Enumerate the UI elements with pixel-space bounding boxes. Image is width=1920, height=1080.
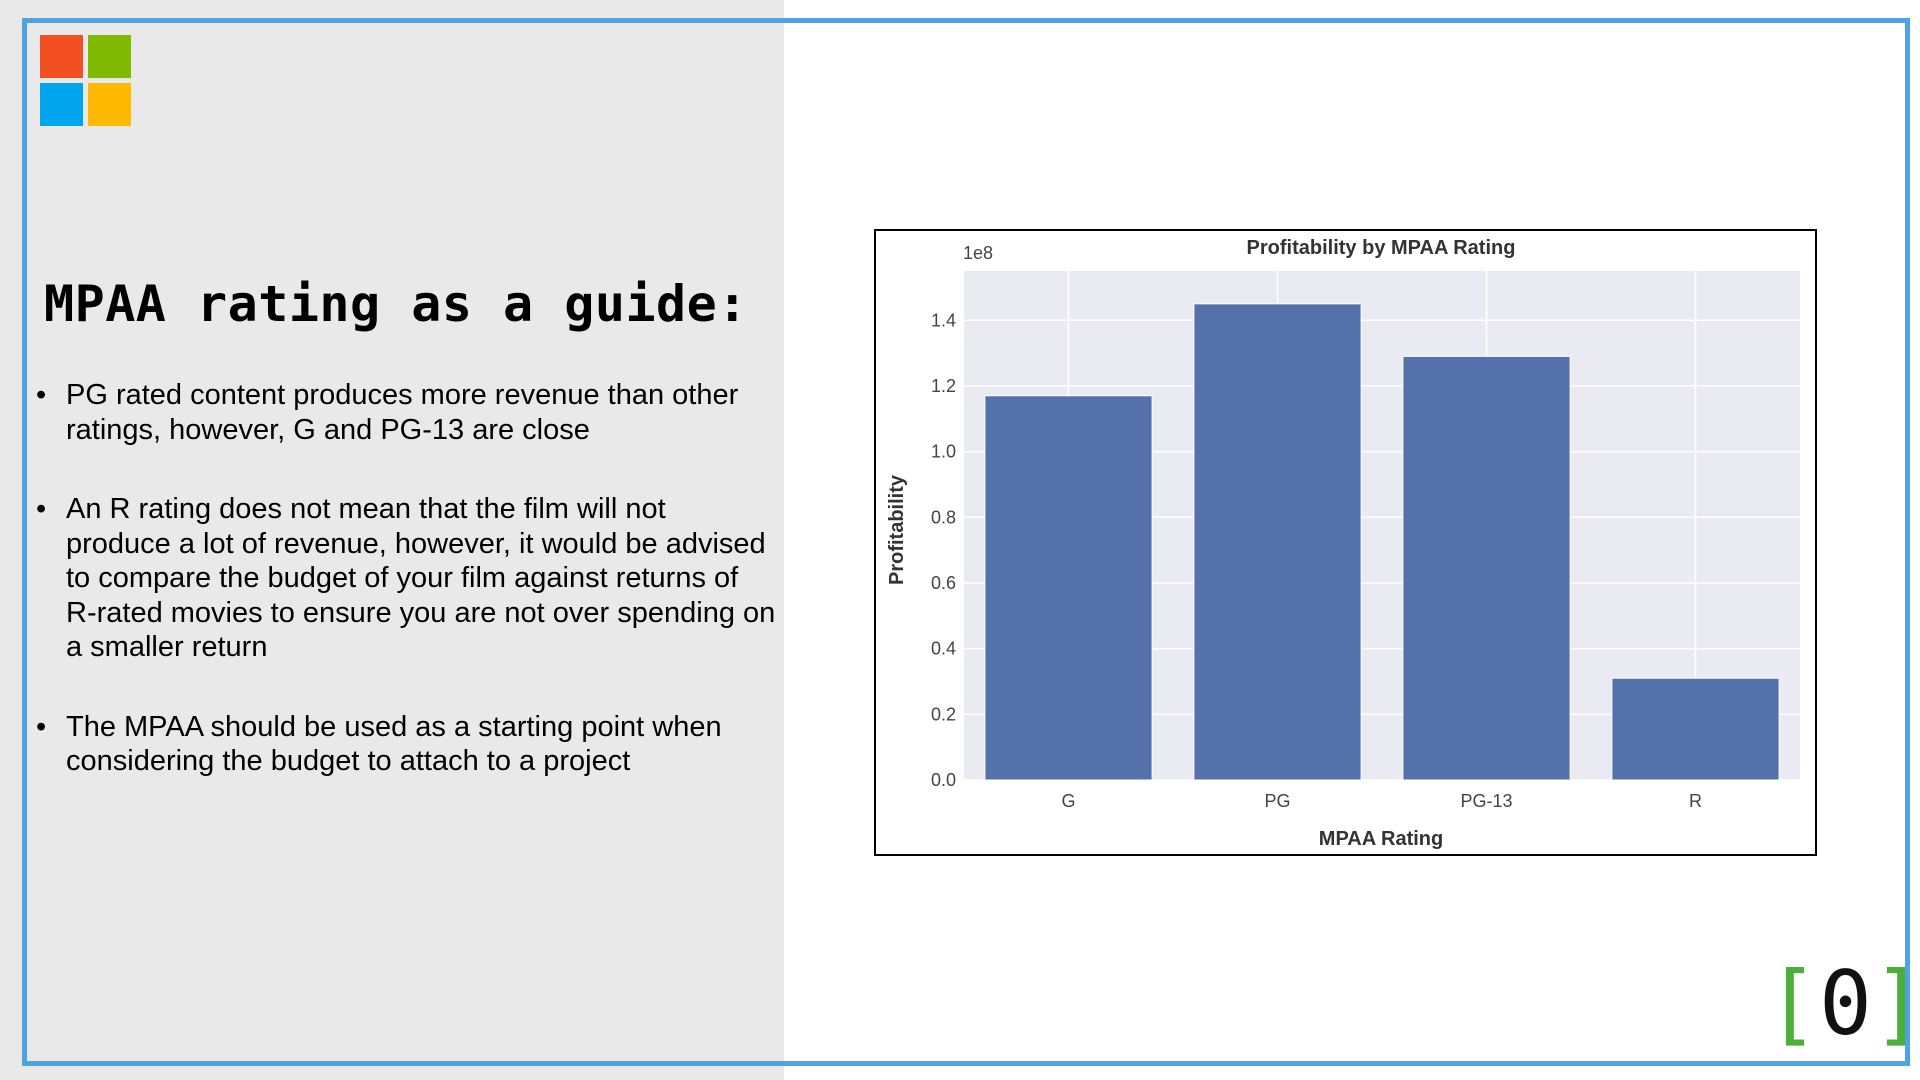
profitability-chart: 0.0 0.2 0.4 0.6 0.8 1.0 1.2 1.4 G PG PG-13 R Profi… xyxy=(886,237,1800,850)
y-tick-label: 0.6 xyxy=(931,573,956,593)
x-tick-label: R xyxy=(1689,791,1702,811)
y-tick-labels: 0.0 0.2 0.4 0.6 0.8 1.0 1.2 1.4 xyxy=(931,310,956,790)
y-tick-label: 1.2 xyxy=(931,376,956,396)
microsoft-logo-icon xyxy=(40,35,132,127)
bullet-item: PG rated content produces more revenue t… xyxy=(36,378,776,447)
logo-square-blue xyxy=(40,83,83,126)
x-tick-labels: G PG PG-13 R xyxy=(1061,791,1702,811)
chart-container: 0.0 0.2 0.4 0.6 0.8 1.0 1.2 1.4 G PG PG-13 R Profi… xyxy=(874,229,1817,856)
y-tick-label: 0.8 xyxy=(931,507,956,527)
x-tick-label: PG-13 xyxy=(1460,791,1512,811)
bar-pg xyxy=(1193,303,1362,781)
y-axis-label: Profitability xyxy=(886,474,908,585)
slide-heading: MPAA rating as a guide: xyxy=(44,275,748,333)
y-tick-label: 0.4 xyxy=(931,639,956,659)
bullet-item: The MPAA should be used as a starting po… xyxy=(36,710,776,779)
y-tick-label: 0.0 xyxy=(931,770,956,790)
badge-value: 0 xyxy=(1818,952,1872,1055)
corner-badge: [0] xyxy=(1766,960,1920,1048)
logo-square-yellow xyxy=(88,83,131,126)
chart-title: Profitability by MPAA Rating xyxy=(1247,237,1516,259)
y-scale-label: 1e8 xyxy=(963,243,993,263)
badge-close-bracket: ] xyxy=(1871,952,1920,1055)
x-tick-label: G xyxy=(1061,791,1075,811)
y-tick-label: 1.0 xyxy=(931,442,956,462)
y-tick-label: 0.2 xyxy=(931,704,956,724)
bar-pg-13 xyxy=(1402,355,1571,781)
x-tick-label: PG xyxy=(1264,791,1290,811)
bar-g xyxy=(984,395,1153,781)
logo-square-red xyxy=(40,35,83,78)
logo-square-green xyxy=(88,35,131,78)
bullet-list: PG rated content produces more revenue t… xyxy=(36,378,776,824)
bar-r xyxy=(1611,677,1780,781)
badge-open-bracket: [ xyxy=(1766,952,1819,1055)
bullet-item: An R rating does not mean that the film … xyxy=(36,492,776,665)
slide-frame xyxy=(22,18,1910,1066)
x-axis-label: MPAA Rating xyxy=(1319,828,1443,850)
y-tick-label: 1.4 xyxy=(931,310,956,330)
bars xyxy=(984,303,1780,781)
